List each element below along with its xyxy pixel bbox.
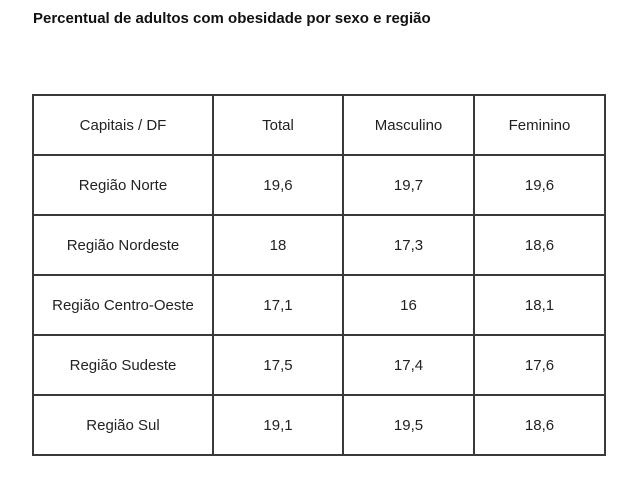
region-cell: Região Norte	[32, 154, 214, 216]
obesity-table: Capitais / DF Total Masculino Feminino R…	[32, 94, 606, 456]
table-row: Região Centro-Oeste 17,1 16 18,1	[32, 274, 606, 336]
region-cell: Região Sul	[32, 394, 214, 456]
total-cell: 19,1	[212, 394, 344, 456]
total-cell: 17,5	[212, 334, 344, 396]
male-cell: 19,7	[342, 154, 475, 216]
table-row: Região Nordeste 18 17,3 18,6	[32, 214, 606, 276]
region-cell: Região Nordeste	[32, 214, 214, 276]
column-header-total: Total	[212, 94, 344, 156]
header-row: Capitais / DF Total Masculino Feminino	[32, 94, 606, 156]
region-cell: Região Sudeste	[32, 334, 214, 396]
table-row: Região Sul 19,1 19,5 18,6	[32, 394, 606, 456]
column-header-female: Feminino	[473, 94, 606, 156]
total-cell: 17,1	[212, 274, 344, 336]
female-cell: 18,6	[473, 214, 606, 276]
female-cell: 17,6	[473, 334, 606, 396]
female-cell: 18,1	[473, 274, 606, 336]
table-row: Região Sudeste 17,5 17,4 17,6	[32, 334, 606, 396]
page-title: Percentual de adultos com obesidade por …	[33, 10, 431, 27]
total-cell: 18	[212, 214, 344, 276]
column-header-region: Capitais / DF	[32, 94, 214, 156]
male-cell: 19,5	[342, 394, 475, 456]
female-cell: 19,6	[473, 154, 606, 216]
male-cell: 17,4	[342, 334, 475, 396]
region-cell: Região Centro-Oeste	[32, 274, 214, 336]
column-header-male: Masculino	[342, 94, 475, 156]
male-cell: 16	[342, 274, 475, 336]
table-row: Região Norte 19,6 19,7 19,6	[32, 154, 606, 216]
female-cell: 18,6	[473, 394, 606, 456]
total-cell: 19,6	[212, 154, 344, 216]
male-cell: 17,3	[342, 214, 475, 276]
